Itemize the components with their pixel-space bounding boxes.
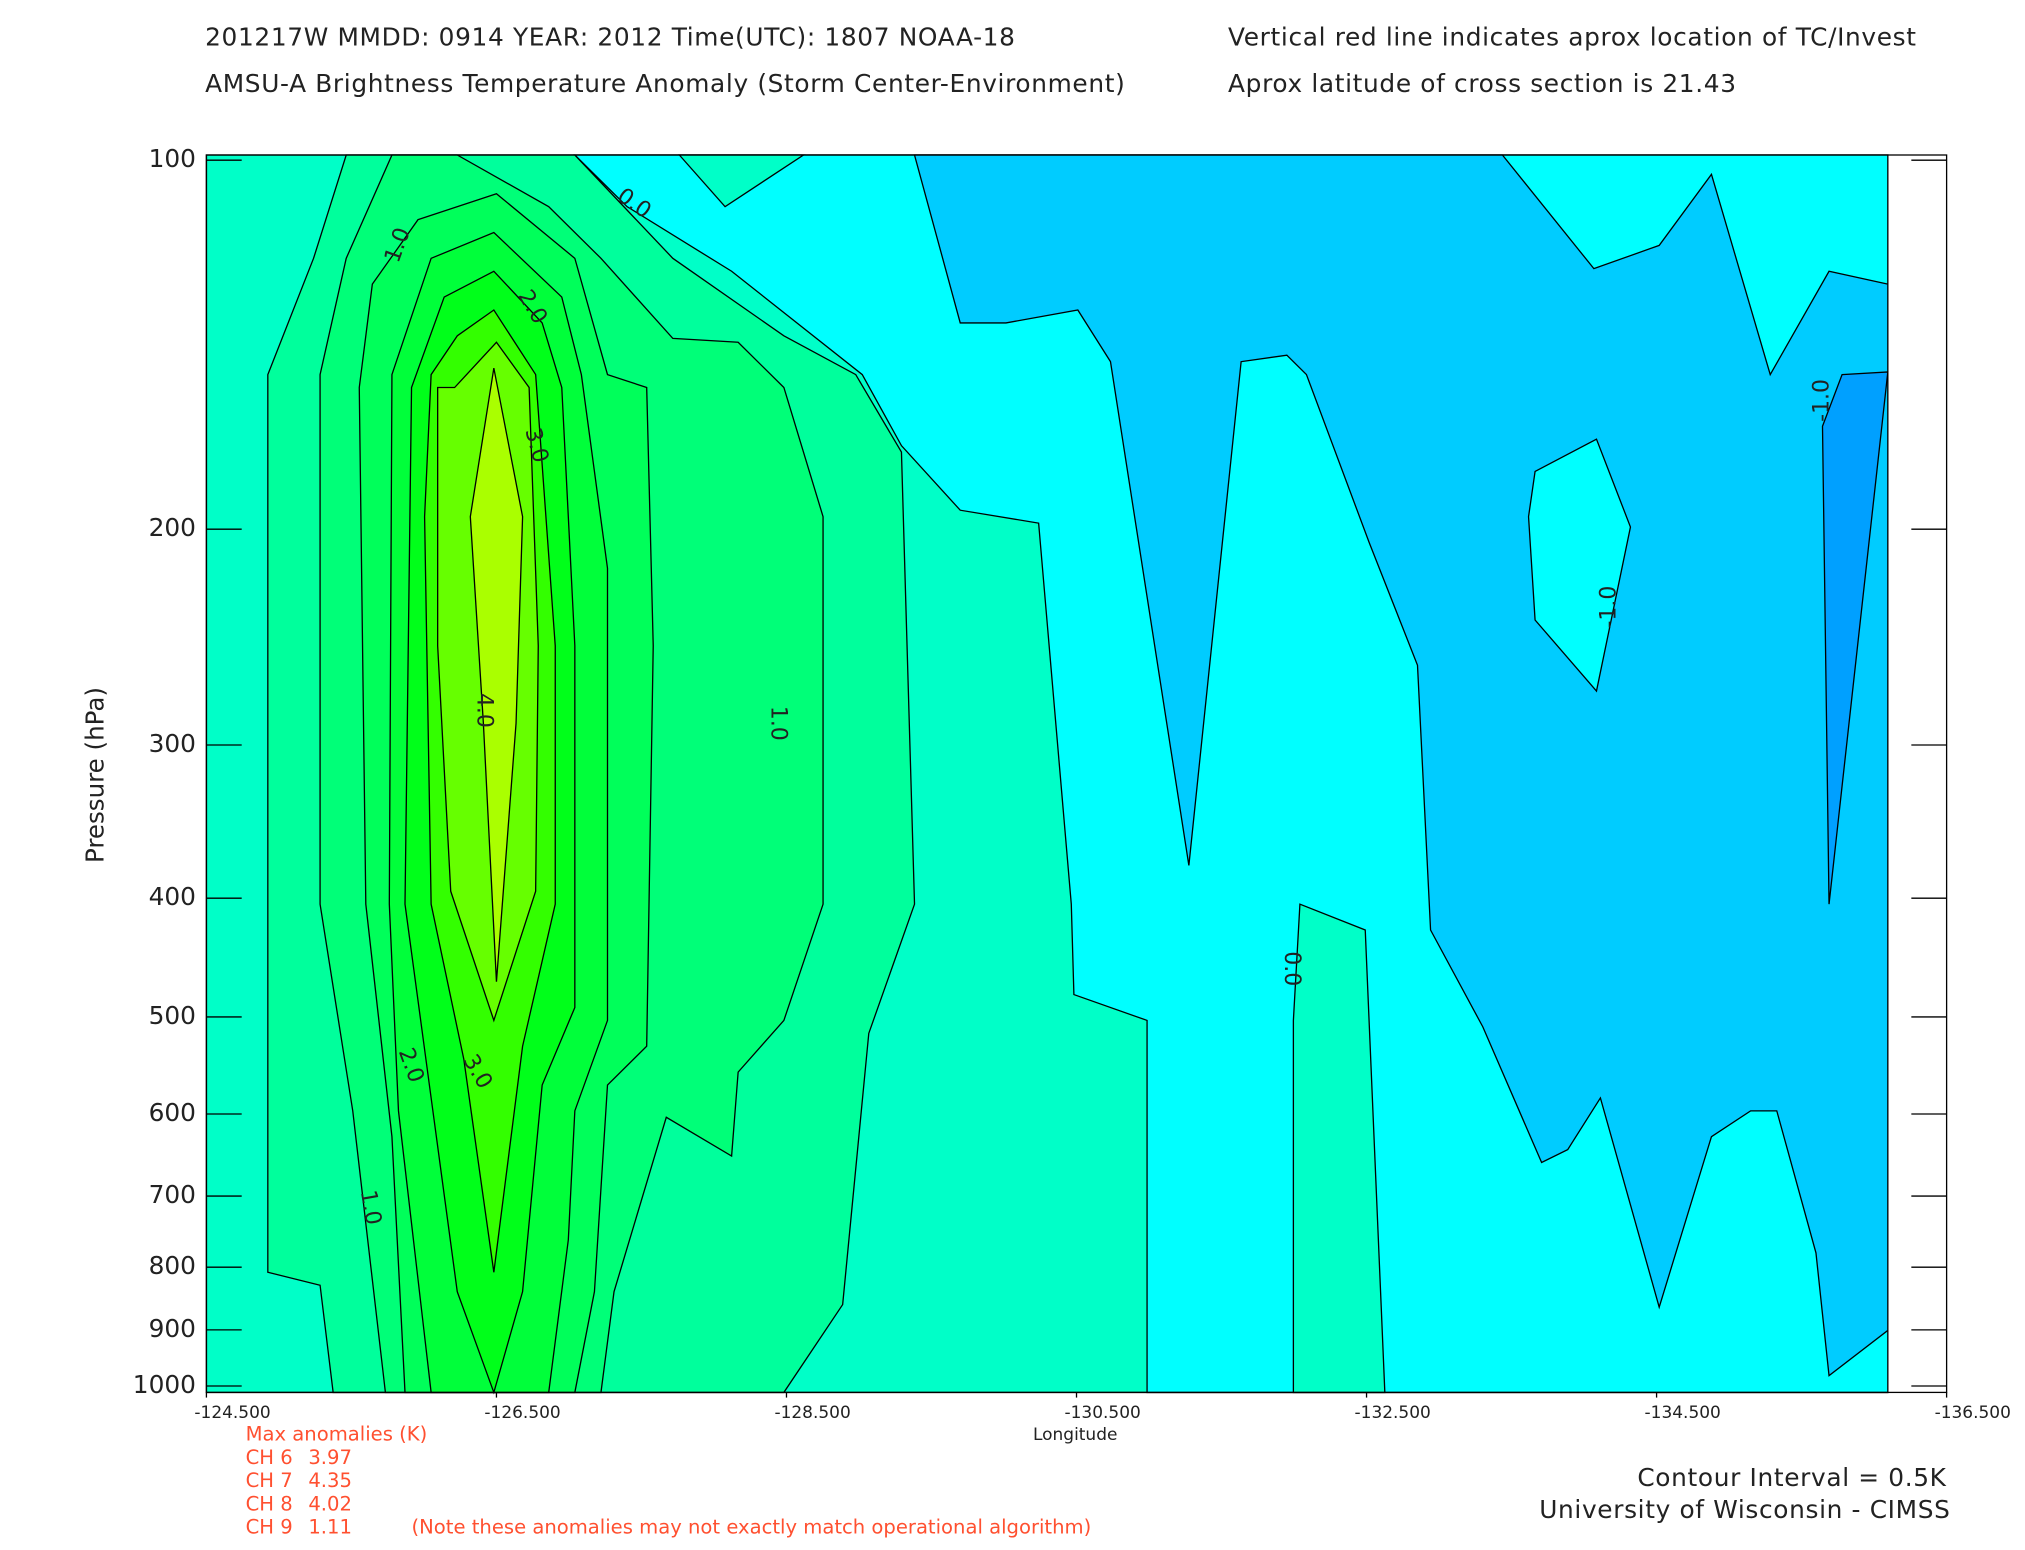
contour-region — [469, 368, 524, 982]
anomaly-note: (Note these anomalies may not exactly ma… — [412, 1516, 1092, 1539]
x-tick-label: -136.500 — [1935, 1402, 2011, 1422]
contour-label: 4.0 — [471, 693, 496, 728]
y-tick-label: 700 — [149, 1180, 196, 1209]
y-axis-label: Pressure (hPa) — [81, 687, 110, 863]
anomaly-channel: CH 9 — [246, 1516, 293, 1539]
y-tick-label: 900 — [149, 1314, 196, 1343]
anomaly-value: 4.35 — [308, 1469, 352, 1492]
anomaly-value: 1.11 — [308, 1516, 352, 1539]
contour-region — [1527, 438, 1632, 693]
contour-label: 1.0 — [765, 706, 790, 741]
y-tick-label: 400 — [149, 882, 196, 911]
subtitle-line: Vertical red line indicates aprox locati… — [1228, 23, 1917, 52]
anomaly-channel: CH 8 — [246, 1492, 293, 1515]
contour-region — [913, 154, 1889, 1377]
footer-line: University of Wisconsin - CIMSS — [1539, 1495, 1950, 1524]
contour-region — [1292, 903, 1386, 1394]
contour-label: 1.0 — [355, 1188, 386, 1227]
y-tick-label: 300 — [149, 729, 196, 758]
anomaly-title: Max anomalies (K) — [246, 1423, 428, 1446]
x-tick-label: -124.500 — [194, 1402, 270, 1422]
anomaly-value: 3.97 — [308, 1446, 352, 1469]
x-tick-label: -128.500 — [774, 1402, 850, 1422]
contour-label: -1.0 — [1809, 379, 1834, 422]
x-tick-label: -134.500 — [1645, 1402, 1721, 1422]
anomaly-channel: CH 7 — [246, 1469, 293, 1492]
title-line: AMSU-A Brightness Temperature Anomaly (S… — [205, 69, 1125, 98]
x-tick-label: -132.500 — [1355, 1402, 1431, 1422]
subtitle-line: Aprox latitude of cross section is 21.43 — [1228, 69, 1737, 98]
footer-line: Contour Interval = 0.5K — [1637, 1463, 1946, 1492]
contour-label: -1.0 — [1596, 586, 1621, 629]
anomaly-channel: CH 6 — [246, 1446, 293, 1469]
y-tick-label: 600 — [149, 1098, 196, 1127]
y-tick-label: 500 — [149, 1001, 196, 1030]
anomaly-value: 4.02 — [308, 1492, 352, 1515]
title-line: 201217W MMDD: 0914 YEAR: 2012 Time(UTC):… — [205, 23, 1015, 52]
y-tick-label: 200 — [149, 513, 196, 542]
x-tick-label: -130.500 — [1064, 1402, 1140, 1422]
contour-label: 0.0 — [1279, 951, 1304, 986]
y-tick-label: 1000 — [133, 1370, 196, 1399]
contour-field: 0.01.02.03.04.0 1.03.02.01.00.0-1.0-1.0 — [205, 154, 1889, 1395]
x-axis-label: Longitude — [1033, 1424, 1117, 1444]
y-tick-label: 800 — [149, 1251, 196, 1280]
contour-region — [1821, 371, 1889, 905]
x-tick-label: -126.500 — [484, 1402, 560, 1422]
y-tick-label: 100 — [149, 144, 196, 173]
